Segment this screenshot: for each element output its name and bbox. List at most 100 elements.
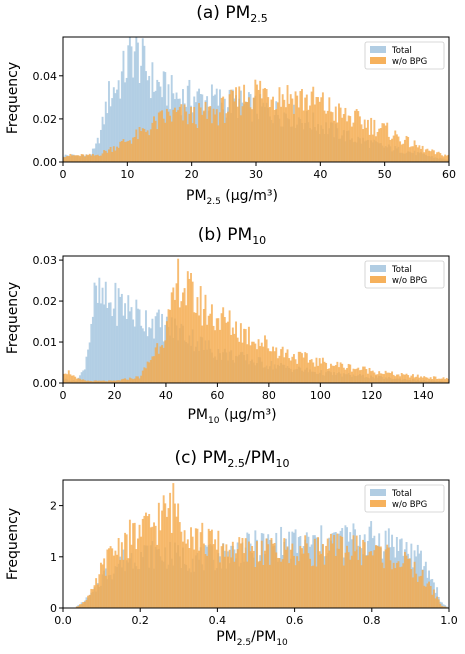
- histogram-bar: [185, 305, 188, 383]
- histogram-bar: [88, 380, 91, 383]
- histogram-bar: [440, 378, 443, 383]
- histogram-bar: [444, 606, 447, 608]
- histogram-bar: [354, 110, 357, 162]
- legend-swatch: [370, 489, 386, 496]
- histogram-bar: [165, 321, 168, 383]
- histogram-bar: [371, 370, 374, 383]
- histogram-bar: [194, 124, 197, 162]
- histogram-bar: [183, 104, 186, 162]
- histogram-bar: [415, 376, 418, 383]
- histogram-bar: [161, 345, 164, 383]
- histogram-bar: [146, 361, 149, 383]
- histogram-bar: [352, 122, 355, 162]
- histogram-bar: [288, 103, 291, 162]
- histogram-bar: [233, 561, 236, 608]
- histogram-bar: [222, 307, 225, 383]
- histogram-bar: [190, 527, 192, 608]
- histogram-bar: [402, 143, 405, 162]
- histogram-bar: [268, 351, 271, 383]
- histogram-bar: [252, 341, 255, 383]
- histogram-bar: [95, 143, 98, 162]
- histogram-bar: [412, 577, 414, 608]
- histogram-bar: [228, 94, 231, 162]
- histogram-bar: [106, 308, 109, 383]
- histogram-bar: [350, 371, 353, 383]
- histogram-bar: [186, 539, 189, 608]
- histogram-bar: [317, 97, 320, 162]
- histogram-bar: [111, 548, 114, 608]
- histogram-bar: [151, 62, 154, 162]
- histogram-bar: [83, 369, 86, 383]
- histogram-bar: [265, 339, 268, 383]
- histogram-bar: [381, 373, 384, 383]
- histogram-bar: [426, 377, 429, 383]
- histogram-bar: [299, 545, 302, 608]
- histogram-bar: [302, 110, 305, 162]
- histogram-bar: [334, 365, 337, 383]
- histogram-bar: [204, 102, 207, 162]
- histogram-bar: [125, 379, 128, 383]
- x-tick-label: 140: [413, 389, 434, 402]
- histogram-bar: [219, 329, 221, 383]
- histogram-bar: [140, 131, 143, 162]
- histogram-bar: [342, 114, 345, 162]
- histogram-bar: [310, 359, 313, 383]
- x-tick-label: 40: [159, 389, 173, 402]
- histogram-bar: [231, 90, 234, 162]
- histogram-bar: [254, 79, 257, 162]
- histogram-bar: [146, 336, 149, 383]
- histogram-bar: [421, 145, 424, 162]
- histogram-bar: [74, 155, 77, 162]
- histogram-bar: [111, 316, 114, 383]
- histogram-bar: [210, 529, 213, 608]
- histogram-bar: [262, 346, 265, 383]
- histogram-bar: [376, 131, 379, 162]
- histogram-bar: [116, 89, 118, 162]
- histogram-bar: [400, 566, 403, 608]
- histogram-bar: [432, 589, 435, 608]
- histogram-bar: [130, 46, 133, 162]
- histogram-bar: [164, 340, 167, 383]
- histogram-bar: [260, 342, 263, 383]
- histogram-bar: [439, 153, 442, 162]
- panel-c: (c) PM2.5/PM10 0.0 0.2 0.4 0.6 0.8 1.0 0 1 2 Tota…: [5, 448, 458, 648]
- histogram-bar: [247, 541, 250, 608]
- histogram-bar: [188, 113, 191, 162]
- histogram-bar: [284, 352, 287, 383]
- histogram-bar: [325, 113, 328, 162]
- histogram-bar: [375, 545, 377, 608]
- histogram-bar: [199, 107, 202, 162]
- histogram-bar: [114, 150, 117, 162]
- x-tick-label: 50: [378, 168, 392, 181]
- histogram-bar: [79, 155, 81, 162]
- histogram-bar: [355, 368, 358, 383]
- histogram-bar: [276, 358, 279, 383]
- histogram-bar: [87, 380, 90, 383]
- histogram-bar: [357, 111, 360, 162]
- histogram-bar: [188, 548, 191, 608]
- histogram-bar: [344, 107, 347, 162]
- histogram-bar: [352, 368, 355, 383]
- histogram-bar: [164, 503, 167, 608]
- histogram-bar: [304, 97, 307, 162]
- histogram-bar: [117, 380, 120, 383]
- histogram-bar: [325, 545, 328, 608]
- histogram-bar: [233, 101, 236, 162]
- histogram-bar: [111, 98, 114, 162]
- histogram-bar: [159, 346, 162, 383]
- histogram-bar: [101, 116, 104, 162]
- histogram-bar: [138, 524, 141, 608]
- histogram-bar: [151, 356, 154, 383]
- histogram-bar: [297, 107, 300, 162]
- histogram-bar: [225, 113, 228, 162]
- histogram-bar: [259, 80, 262, 162]
- histogram-bar: [156, 79, 159, 162]
- histogram-bar: [141, 128, 144, 162]
- histogram-bar: [96, 137, 99, 162]
- histogram-bar: [209, 313, 212, 383]
- histogram-bar: [256, 84, 258, 162]
- histogram-bar: [442, 606, 445, 608]
- histogram-bar: [98, 277, 101, 383]
- histogram-bar: [230, 334, 233, 383]
- histogram-bar: [196, 91, 199, 162]
